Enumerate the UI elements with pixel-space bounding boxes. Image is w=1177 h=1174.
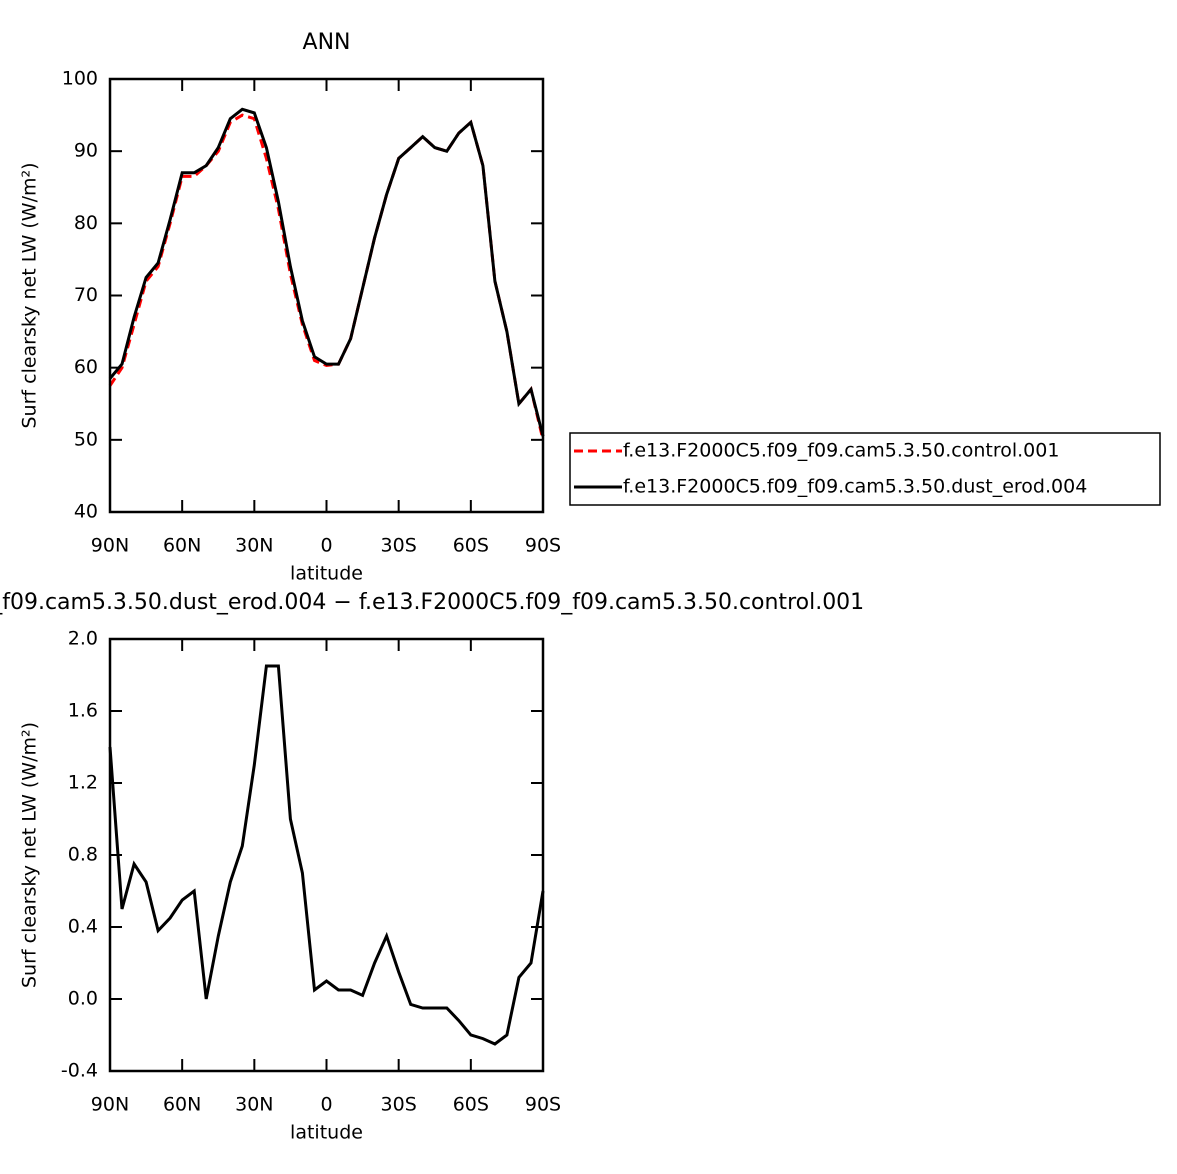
y-axis-label: Surf clearsky net LW (W/m²) <box>19 722 41 988</box>
data-line <box>108 107 545 437</box>
y-tick-label: 0.8 <box>68 844 98 866</box>
x-tick-label: 90N <box>91 535 129 557</box>
legend-label: f.e13.F2000C5.f09_f09.cam5.3.50.dust_ero… <box>623 476 1087 498</box>
chart-title: ANN <box>303 30 351 55</box>
plot-frame <box>108 77 545 514</box>
chart-title: f.e13.F2000C5.f09_f09.cam5.3.50.dust_ero… <box>0 590 864 615</box>
x-tick-label: 30N <box>235 1094 273 1116</box>
plot-frame <box>108 637 545 1073</box>
y-tick-label: 50 <box>74 428 98 450</box>
legend-box <box>569 432 1161 506</box>
y-axis-label: Surf clearsky net LW (W/m²) <box>19 162 41 428</box>
x-tick-label: 60N <box>163 535 201 557</box>
y-tick-label: 90 <box>74 140 98 162</box>
x-tick-label: 90S <box>525 1094 561 1116</box>
x-tick-label: 30N <box>235 535 273 557</box>
x-tick-label: 0 <box>320 1094 332 1116</box>
x-tick-label: 90N <box>91 1094 129 1116</box>
x-tick-label: 0 <box>320 535 332 557</box>
y-tick-label: 1.2 <box>68 772 98 794</box>
x-axis-label: latitude <box>290 563 363 585</box>
x-axis-label: latitude <box>290 1122 363 1144</box>
y-tick-label: 0.4 <box>68 916 98 938</box>
y-tick-label: 60 <box>74 356 98 378</box>
x-tick-label: 60S <box>453 535 489 557</box>
legend-label: f.e13.F2000C5.f09_f09.cam5.3.50.control.… <box>623 440 1059 462</box>
y-tick-label: -0.4 <box>61 1060 98 1082</box>
data-line <box>108 664 545 1046</box>
y-tick-label: 2.0 <box>68 628 98 650</box>
y-tick-label: 1.6 <box>68 700 98 722</box>
y-tick-label: 100 <box>62 68 98 90</box>
data-line <box>108 113 545 441</box>
x-tick-label: 90S <box>525 535 561 557</box>
x-tick-label: 30S <box>381 1094 417 1116</box>
y-tick-label: 80 <box>74 212 98 234</box>
x-tick-label: 30S <box>381 535 417 557</box>
x-tick-label: 60S <box>453 1094 489 1116</box>
y-tick-label: 0.0 <box>68 988 98 1010</box>
y-tick-label: 40 <box>74 501 98 523</box>
y-tick-label: 70 <box>74 284 98 306</box>
x-tick-label: 60N <box>163 1094 201 1116</box>
